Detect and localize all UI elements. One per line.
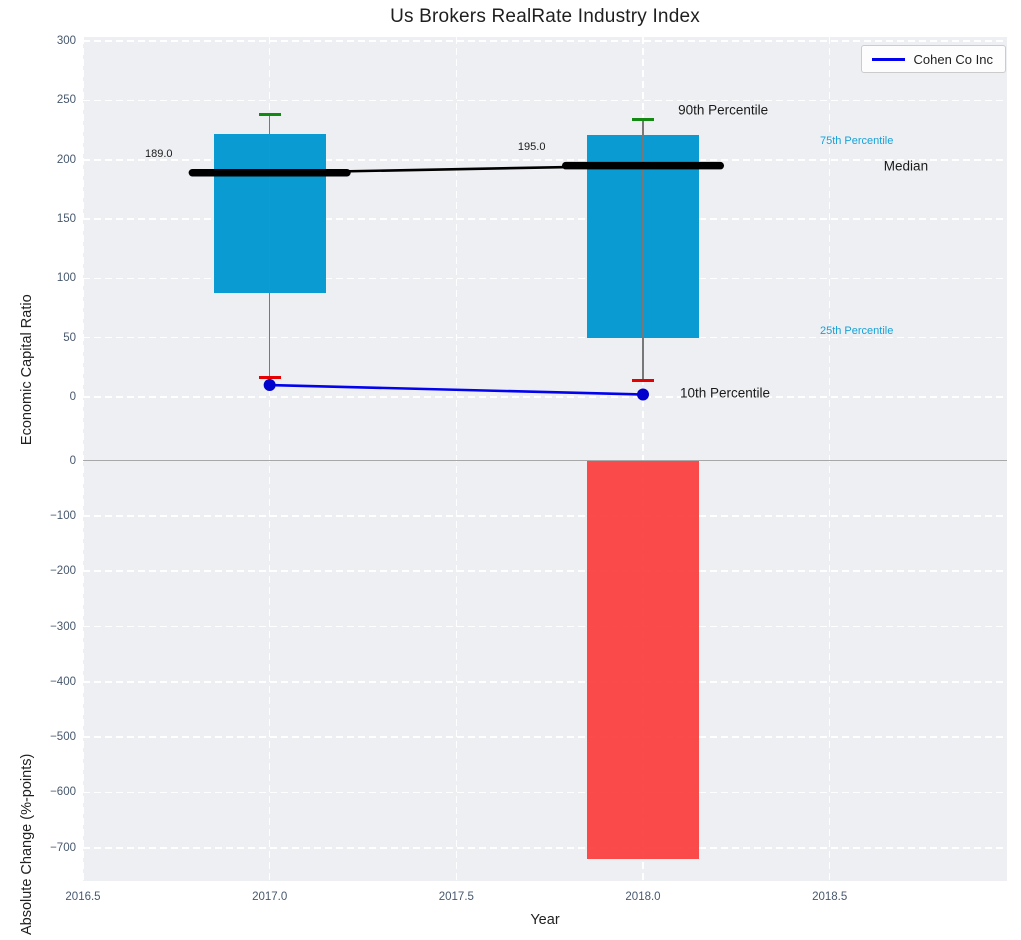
bottom-h-gridline (83, 847, 1007, 849)
whisker-line (268, 114, 271, 378)
median-value-label: 189.0 (144, 148, 173, 161)
top-y-tick-label: 50 (63, 331, 76, 344)
bottom-v-gridline (455, 455, 458, 881)
top-h-gridline (83, 336, 1007, 339)
bottom-y-tick-label: 0 (69, 454, 76, 467)
percentile-annotation: Median (883, 158, 929, 174)
median-value-label: 195.0 (517, 141, 546, 154)
bottom-v-gridline (83, 455, 84, 881)
bottom-h-gridline (83, 791, 1007, 794)
bottom-v-gridline (828, 455, 831, 881)
bottom-y-tick-label: −400 (50, 675, 76, 688)
p10-cap (632, 378, 654, 382)
top-h-gridline (83, 158, 1007, 161)
bottom-y-tick-label: −100 (50, 509, 76, 522)
top-y-tick-label: 200 (56, 153, 76, 166)
bottom-y-tick-label: −200 (50, 565, 76, 578)
chart-title: Us Brokers RealRate Industry Index (390, 6, 700, 27)
x-tick-label: 2016.5 (65, 891, 101, 903)
top-y-tick-label: 150 (56, 213, 76, 226)
bottom-y-tick-label: −300 (50, 620, 76, 633)
bottom-h-gridline (83, 570, 1007, 572)
bottom-h-gridline (83, 681, 1007, 683)
top-h-gridline (83, 277, 1007, 280)
zero-line (83, 459, 1007, 462)
top-v-gridline (83, 37, 84, 455)
top-v-gridline (455, 37, 458, 455)
p90-cap (632, 117, 654, 121)
top-v-gridline (828, 37, 831, 455)
bottom-v-gridline (268, 455, 271, 881)
x-tick-label: 2017.5 (438, 891, 474, 903)
top-h-gridline (83, 99, 1007, 102)
p10-cap (258, 376, 281, 380)
percentile-annotation: 75th Percentile (819, 134, 894, 147)
x-axis-label: Year (530, 912, 560, 928)
legend-label: Cohen Co Inc (913, 51, 994, 67)
top-h-gridline (83, 396, 1007, 398)
whisker-line (642, 119, 644, 381)
bottom-h-gridline (83, 625, 1007, 628)
legend-line-swatch (871, 57, 905, 61)
x-tick-label: 2018.5 (812, 891, 848, 903)
top-y-tick-label: 250 (56, 94, 76, 107)
x-tick-label: 2017.0 (252, 891, 288, 903)
bottom-y-tick-label: −500 (50, 731, 76, 744)
top-h-gridline (83, 218, 1007, 220)
bottom-y-tick-label: −700 (50, 841, 76, 854)
top-y-tick-label: 300 (56, 35, 76, 48)
top-y-axis-label: Economic Capital Ratio (19, 294, 35, 446)
percentile-annotation: 25th Percentile (819, 324, 894, 337)
top-y-tick-label: 0 (69, 390, 76, 403)
p90-cap (258, 113, 281, 117)
top-y-tick-label: 100 (56, 272, 76, 285)
bottom-plot-area (83, 455, 1007, 881)
x-tick-label: 2018.0 (625, 891, 661, 903)
legend: Cohen Co Inc (860, 45, 1006, 73)
top-h-gridline (83, 40, 1007, 42)
bottom-y-tick-label: −600 (50, 786, 76, 799)
bottom-h-gridline (83, 515, 1007, 517)
change-bar (587, 460, 699, 859)
percentile-annotation: 10th Percentile (679, 385, 771, 401)
percentile-annotation: 90th Percentile (678, 102, 769, 118)
bottom-h-gridline (83, 736, 1007, 738)
top-plot-area (83, 37, 1007, 455)
